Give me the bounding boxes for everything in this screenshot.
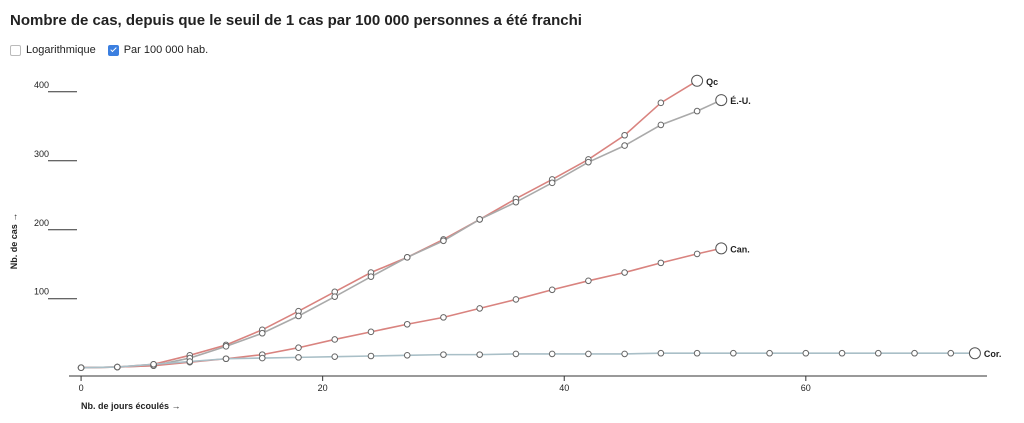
data-point <box>874 349 882 357</box>
data-point <box>947 349 955 357</box>
data-point <box>621 269 628 276</box>
series-label: É.-U. <box>730 96 751 106</box>
data-point <box>585 277 592 285</box>
data-point <box>476 216 483 223</box>
data-point <box>657 99 665 107</box>
checkbox-box[interactable] <box>10 44 21 56</box>
data-point <box>403 254 411 261</box>
data-point <box>440 237 447 245</box>
checkbox-label[interactable]: Logarithmique <box>26 44 96 56</box>
series-line <box>81 99 722 369</box>
data-point <box>114 363 121 371</box>
data-point <box>548 350 556 358</box>
data-point <box>512 296 520 303</box>
data-point <box>295 312 302 320</box>
data-point <box>512 350 520 358</box>
y-tick-label: 100 <box>34 287 49 297</box>
data-point <box>693 107 701 115</box>
data-point <box>331 293 339 300</box>
x-tick-label: 40 <box>559 383 569 393</box>
data-point <box>693 349 701 357</box>
series-line <box>81 80 698 369</box>
data-point <box>258 329 266 337</box>
data-point <box>657 259 665 267</box>
data-point <box>331 353 339 360</box>
data-point <box>693 250 701 258</box>
data-point <box>222 355 230 363</box>
data-point <box>691 74 704 87</box>
data-point <box>222 343 230 350</box>
data-point <box>331 336 339 343</box>
x-tick-label: 60 <box>801 383 811 393</box>
x-tick-label: 20 <box>318 383 328 393</box>
data-point <box>476 305 483 312</box>
series-line <box>81 352 975 369</box>
data-point <box>621 131 628 139</box>
series-label: Qc <box>706 77 718 87</box>
data-point <box>730 349 737 357</box>
chart-title: Nombre de cas, depuis que le seuil de 1 … <box>10 12 582 29</box>
data-point <box>403 320 411 328</box>
series-line <box>81 247 722 369</box>
data-point <box>512 198 520 206</box>
data-point <box>476 351 483 358</box>
data-point <box>295 344 302 352</box>
data-point <box>367 273 375 280</box>
checkbox-box[interactable] <box>107 44 119 56</box>
series-label: Can. <box>730 244 750 254</box>
checkbox[interactable]: Par 100 000 hab. <box>107 44 209 56</box>
data-point <box>77 364 85 372</box>
data-point <box>585 158 592 166</box>
data-point <box>802 349 810 357</box>
data-point <box>295 354 302 361</box>
x-axis-label: Nb. de jours écoulés → <box>81 401 181 411</box>
data-point <box>186 358 194 365</box>
checkbox[interactable]: Logarithmique <box>10 44 96 56</box>
data-point <box>657 349 665 357</box>
data-point <box>911 349 918 357</box>
data-point <box>621 142 628 149</box>
data-point <box>766 349 773 357</box>
data-point <box>657 121 665 129</box>
data-point <box>150 360 157 368</box>
data-point <box>968 347 981 360</box>
data-point <box>258 354 266 362</box>
data-point <box>548 179 556 187</box>
controls: Logarithmique Par 100 000 hab. <box>10 44 208 56</box>
data-point <box>403 352 411 359</box>
x-tick-label: 0 <box>79 383 84 393</box>
y-tick-label: 400 <box>34 80 49 90</box>
data-point <box>440 351 447 358</box>
data-point <box>367 352 375 360</box>
data-point <box>367 328 375 336</box>
data-point <box>621 350 628 358</box>
data-point <box>585 350 592 358</box>
series-label: Cor. <box>984 349 1002 359</box>
checkbox-label[interactable]: Par 100 000 hab. <box>123 44 209 56</box>
y-tick-label: 200 <box>34 218 49 228</box>
data-point <box>715 242 728 255</box>
y-tick-label: 300 <box>34 149 49 159</box>
data-point <box>548 286 556 294</box>
data-point <box>838 349 846 357</box>
y-axis-label: Nb. de cas → <box>9 213 19 270</box>
data-point <box>440 314 447 321</box>
data-point <box>715 94 728 107</box>
